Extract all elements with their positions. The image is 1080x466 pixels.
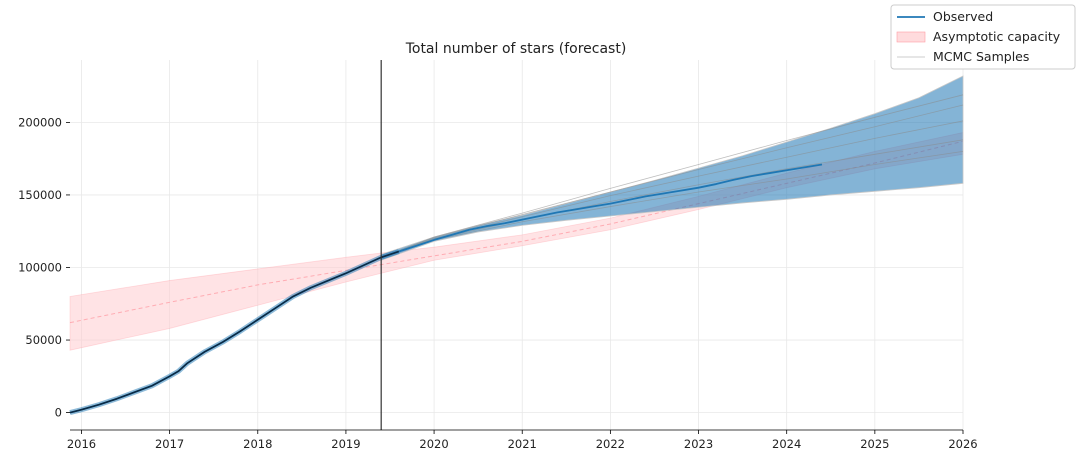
x-tick-label: 2018 — [243, 437, 272, 451]
y-tick-label: 150000 — [18, 188, 62, 202]
legend-label: MCMC Samples — [933, 49, 1029, 64]
legend-capacity-swatch — [896, 31, 926, 43]
y-tick-label: 200000 — [18, 115, 62, 129]
x-tick-label: 2019 — [331, 437, 360, 451]
mcmc-sample-line — [381, 104, 964, 258]
x-tick-label: 2017 — [155, 437, 184, 451]
y-tick-label: 0 — [55, 406, 62, 420]
chart-title: Total number of stars (forecast) — [405, 41, 627, 57]
x-tick-label: 2024 — [772, 437, 801, 451]
y-tick-label: 50000 — [25, 333, 62, 347]
axis-layer: 2016 2017 2018 2019 2020 2021 2022 2023 2024 2025… — [18, 115, 978, 451]
x-tick-label: 2016 — [67, 437, 96, 451]
mcmc-sample-line — [381, 94, 964, 258]
observed-fit-line — [69, 250, 400, 414]
x-tick-label: 2026 — [948, 437, 977, 451]
observed-layer — [69, 163, 823, 416]
x-tick-label: 2022 — [596, 437, 625, 451]
x-tick-label: 2025 — [860, 437, 889, 451]
mcmc-sample-line — [381, 151, 964, 258]
legend-label: Observed — [933, 9, 993, 24]
legend-frame — [890, 4, 1076, 70]
legend: Observed Asymptotic capacity MCMC Samples — [890, 4, 1076, 70]
legend-label: Asymptotic capacity — [933, 29, 1061, 44]
x-tick-label: 2020 — [419, 437, 448, 451]
y-tick-label: 100000 — [18, 260, 62, 274]
x-tick-label: 2021 — [508, 437, 537, 451]
x-tick-label: 2023 — [684, 437, 713, 451]
